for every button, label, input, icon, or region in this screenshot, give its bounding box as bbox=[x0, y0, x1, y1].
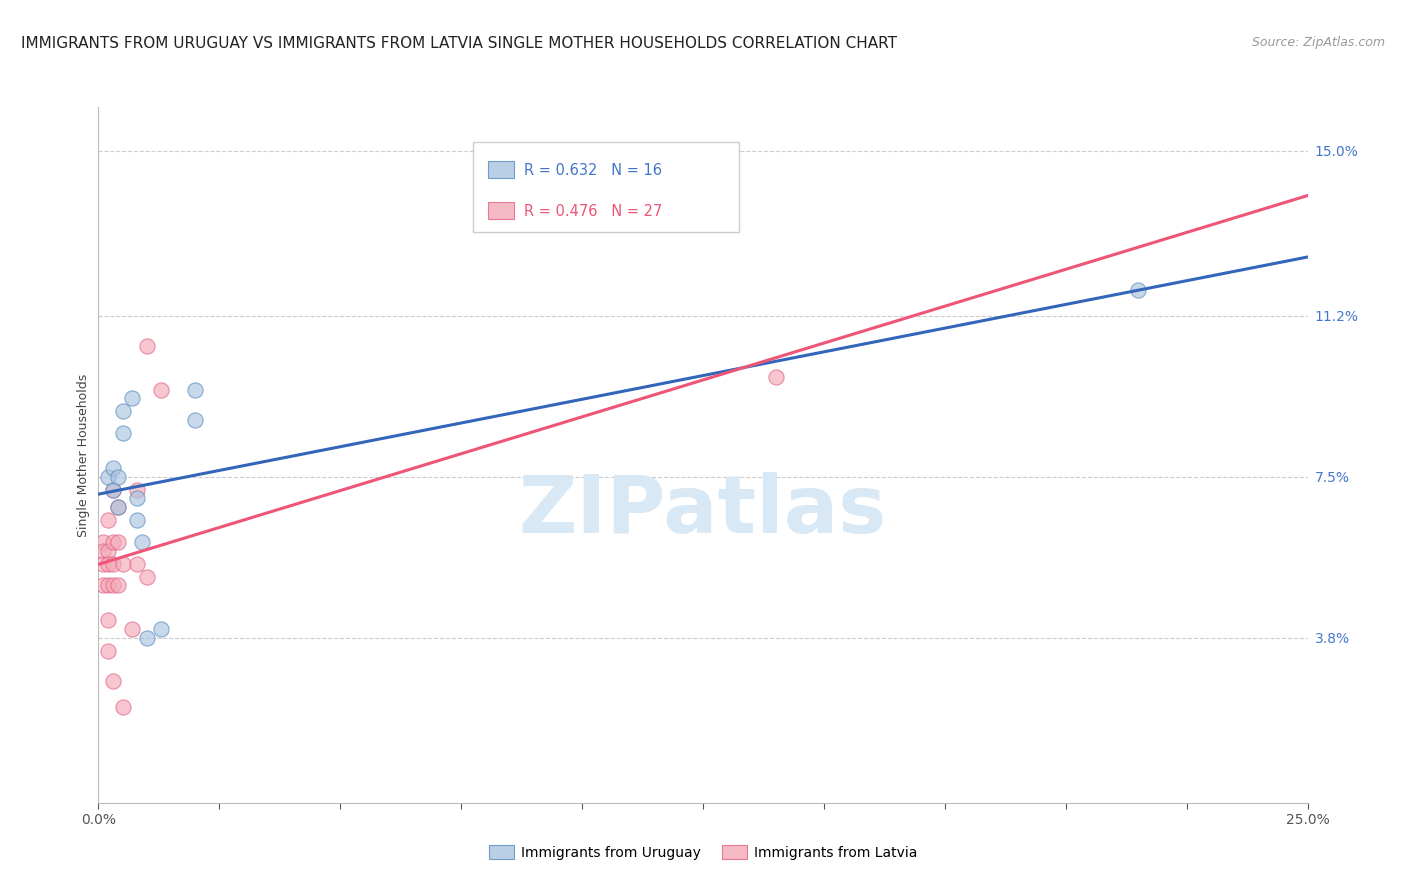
Point bbox=[97, 513, 120, 527]
Text: IMMIGRANTS FROM URUGUAY VS IMMIGRANTS FROM LATVIA SINGLE MOTHER HOUSEHOLDS CORRE: IMMIGRANTS FROM URUGUAY VS IMMIGRANTS FR… bbox=[21, 36, 897, 51]
FancyBboxPatch shape bbox=[488, 161, 515, 178]
Point bbox=[135, 339, 157, 353]
Point bbox=[184, 413, 207, 427]
Point bbox=[107, 469, 129, 483]
Point bbox=[101, 674, 124, 689]
Point bbox=[97, 543, 120, 558]
Point bbox=[101, 578, 124, 592]
FancyBboxPatch shape bbox=[474, 142, 740, 232]
Point bbox=[107, 500, 129, 514]
Point bbox=[97, 469, 120, 483]
Point bbox=[107, 578, 129, 592]
Point bbox=[101, 534, 124, 549]
Point bbox=[91, 534, 114, 549]
Point bbox=[135, 570, 157, 584]
Point bbox=[184, 383, 207, 397]
Text: Source: ZipAtlas.com: Source: ZipAtlas.com bbox=[1251, 36, 1385, 49]
FancyBboxPatch shape bbox=[488, 202, 515, 219]
Point bbox=[101, 483, 124, 497]
Point bbox=[1128, 283, 1150, 297]
Point bbox=[127, 557, 149, 571]
Point bbox=[121, 622, 143, 636]
Point bbox=[97, 557, 120, 571]
Point bbox=[107, 534, 129, 549]
Point bbox=[101, 483, 124, 497]
Point bbox=[765, 369, 787, 384]
Point bbox=[127, 513, 149, 527]
Point bbox=[111, 557, 134, 571]
Point bbox=[111, 700, 134, 714]
Point bbox=[91, 578, 114, 592]
Point bbox=[101, 461, 124, 475]
Point bbox=[131, 534, 153, 549]
Point bbox=[150, 622, 173, 636]
Point bbox=[91, 557, 114, 571]
Text: ZIPatlas: ZIPatlas bbox=[519, 472, 887, 549]
Point bbox=[97, 578, 120, 592]
Point bbox=[135, 631, 157, 645]
Text: R = 0.476   N = 27: R = 0.476 N = 27 bbox=[524, 203, 662, 219]
Point bbox=[97, 613, 120, 627]
Point bbox=[127, 491, 149, 506]
Point bbox=[127, 483, 149, 497]
Legend: Immigrants from Uruguay, Immigrants from Latvia: Immigrants from Uruguay, Immigrants from… bbox=[484, 839, 922, 865]
Point bbox=[121, 392, 143, 406]
Point bbox=[111, 426, 134, 441]
Point bbox=[97, 643, 120, 657]
Point bbox=[91, 543, 114, 558]
Point bbox=[111, 404, 134, 418]
Y-axis label: Single Mother Households: Single Mother Households bbox=[77, 373, 90, 537]
Point bbox=[107, 500, 129, 514]
Text: R = 0.632   N = 16: R = 0.632 N = 16 bbox=[524, 163, 662, 178]
Point bbox=[101, 557, 124, 571]
Point bbox=[150, 383, 173, 397]
